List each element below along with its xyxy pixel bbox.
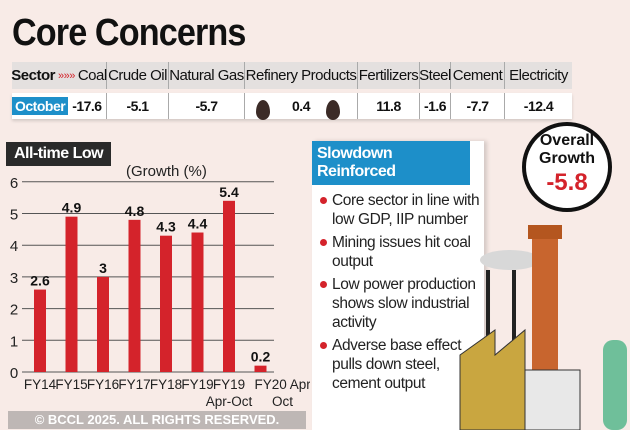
y-tick-label: 5 [10, 207, 18, 224]
insight-point: Core sector in line with low GDP, IIP nu… [320, 191, 480, 229]
sector-value: -12.4 [523, 98, 554, 114]
data-label: 5.4 [219, 184, 239, 200]
oil-drop-icon [326, 100, 340, 120]
sector-name: Coal [77, 67, 107, 84]
data-label: 2.6 [30, 273, 50, 289]
table-value-row: October -17.6 -5.1 -5.7 0.4 11.8 -1.6 -7.… [12, 93, 572, 119]
bar [65, 216, 78, 372]
sector-value: 11.8 [358, 93, 420, 119]
overall-label: Overall [539, 132, 595, 149]
sector-label: Sector [11, 67, 55, 84]
table-header-row: Sector»»» Coal Crude Oil Natural Gas Refi… [11, 62, 572, 89]
x-tick-label: Oct [272, 394, 293, 409]
bar [97, 276, 109, 372]
x-tick-label: FY18 [150, 377, 182, 392]
data-label: 4.9 [62, 200, 82, 216]
y-tick-label: 2 [10, 302, 18, 319]
sector-name: Refinery Products [245, 62, 358, 89]
data-label: 0.2 [251, 349, 271, 365]
sector-value: -17.6 [72, 98, 102, 114]
overall-growth-value: -5.8 [546, 169, 588, 196]
arrow-icon: »»» [57, 69, 75, 82]
data-label: 4.4 [188, 216, 208, 232]
sector-name: Electricity [509, 67, 568, 84]
insight-point: Low power production shows slow industri… [320, 275, 480, 332]
bar [191, 232, 204, 372]
sector-name: Cement [451, 62, 505, 89]
x-tick-label: FY19 [213, 377, 245, 392]
sector-value: -5.7 [169, 93, 245, 119]
sector-table: Sector»»» Coal Crude Oil Natural Gas Refi… [11, 62, 572, 119]
data-label: 4.8 [125, 203, 145, 219]
y-tick-label: 1 [10, 333, 18, 350]
sector-name: Fertilizers [358, 62, 420, 89]
bar [223, 200, 235, 372]
y-tick-label: 6 [10, 175, 18, 192]
chart-title: All-time Low [6, 142, 112, 166]
sector-value: -5.1 [107, 93, 169, 119]
x-tick-label: FY20 Apr- [255, 377, 311, 392]
bar [34, 289, 46, 372]
page-title: Core Concerns [12, 12, 246, 54]
x-tick-label: Apr-Oct [206, 394, 253, 409]
insight-point: Adverse base effect pulls down steel, ce… [320, 336, 480, 393]
bar-chart: (Growth (%) 0 1 2 3 4 5 6 2.6 FY14 4.9 FY15 3 FY16 4.… [10, 163, 311, 409]
bar [254, 365, 267, 372]
watermark: © BCCL 2025. ALL RIGHTS RESERVED. [8, 411, 306, 429]
sector-value: -7.7 [451, 93, 505, 119]
oil-drop-icon [256, 100, 270, 120]
x-tick-label: FY17 [118, 377, 150, 392]
growth-label: Growth [539, 150, 595, 167]
data-label: 4.3 [156, 219, 176, 235]
data-label: 3 [99, 260, 107, 276]
panel-title: Slowdown Reinforced [312, 141, 470, 185]
month-label: October [12, 97, 69, 115]
x-tick-label: FY15 [55, 377, 87, 392]
sector-name: Natural Gas [169, 62, 245, 89]
factory-illustration [459, 225, 627, 430]
x-tick-label: FY19 [181, 377, 213, 392]
insight-point: Mining issues hit coal output [320, 233, 480, 271]
sector-value: -1.6 [420, 93, 451, 119]
x-tick-label: FY16 [87, 377, 119, 392]
y-axis-label: (Growth (%) [126, 163, 207, 180]
x-tick-label: FY14 [24, 377, 57, 392]
sector-name: Steel [419, 62, 451, 89]
overall-growth-badge: Overall Growth -5.8 [522, 122, 612, 212]
insights-panel: Slowdown Reinforced Core sector in line … [312, 141, 484, 430]
y-tick-label: 0 [10, 365, 18, 382]
sector-name: Crude Oil [107, 62, 169, 89]
y-tick-label: 4 [10, 238, 18, 255]
bar [128, 219, 141, 372]
sector-value: 0.4 [245, 93, 358, 119]
y-tick-label: 3 [10, 270, 18, 287]
bar [160, 235, 172, 372]
